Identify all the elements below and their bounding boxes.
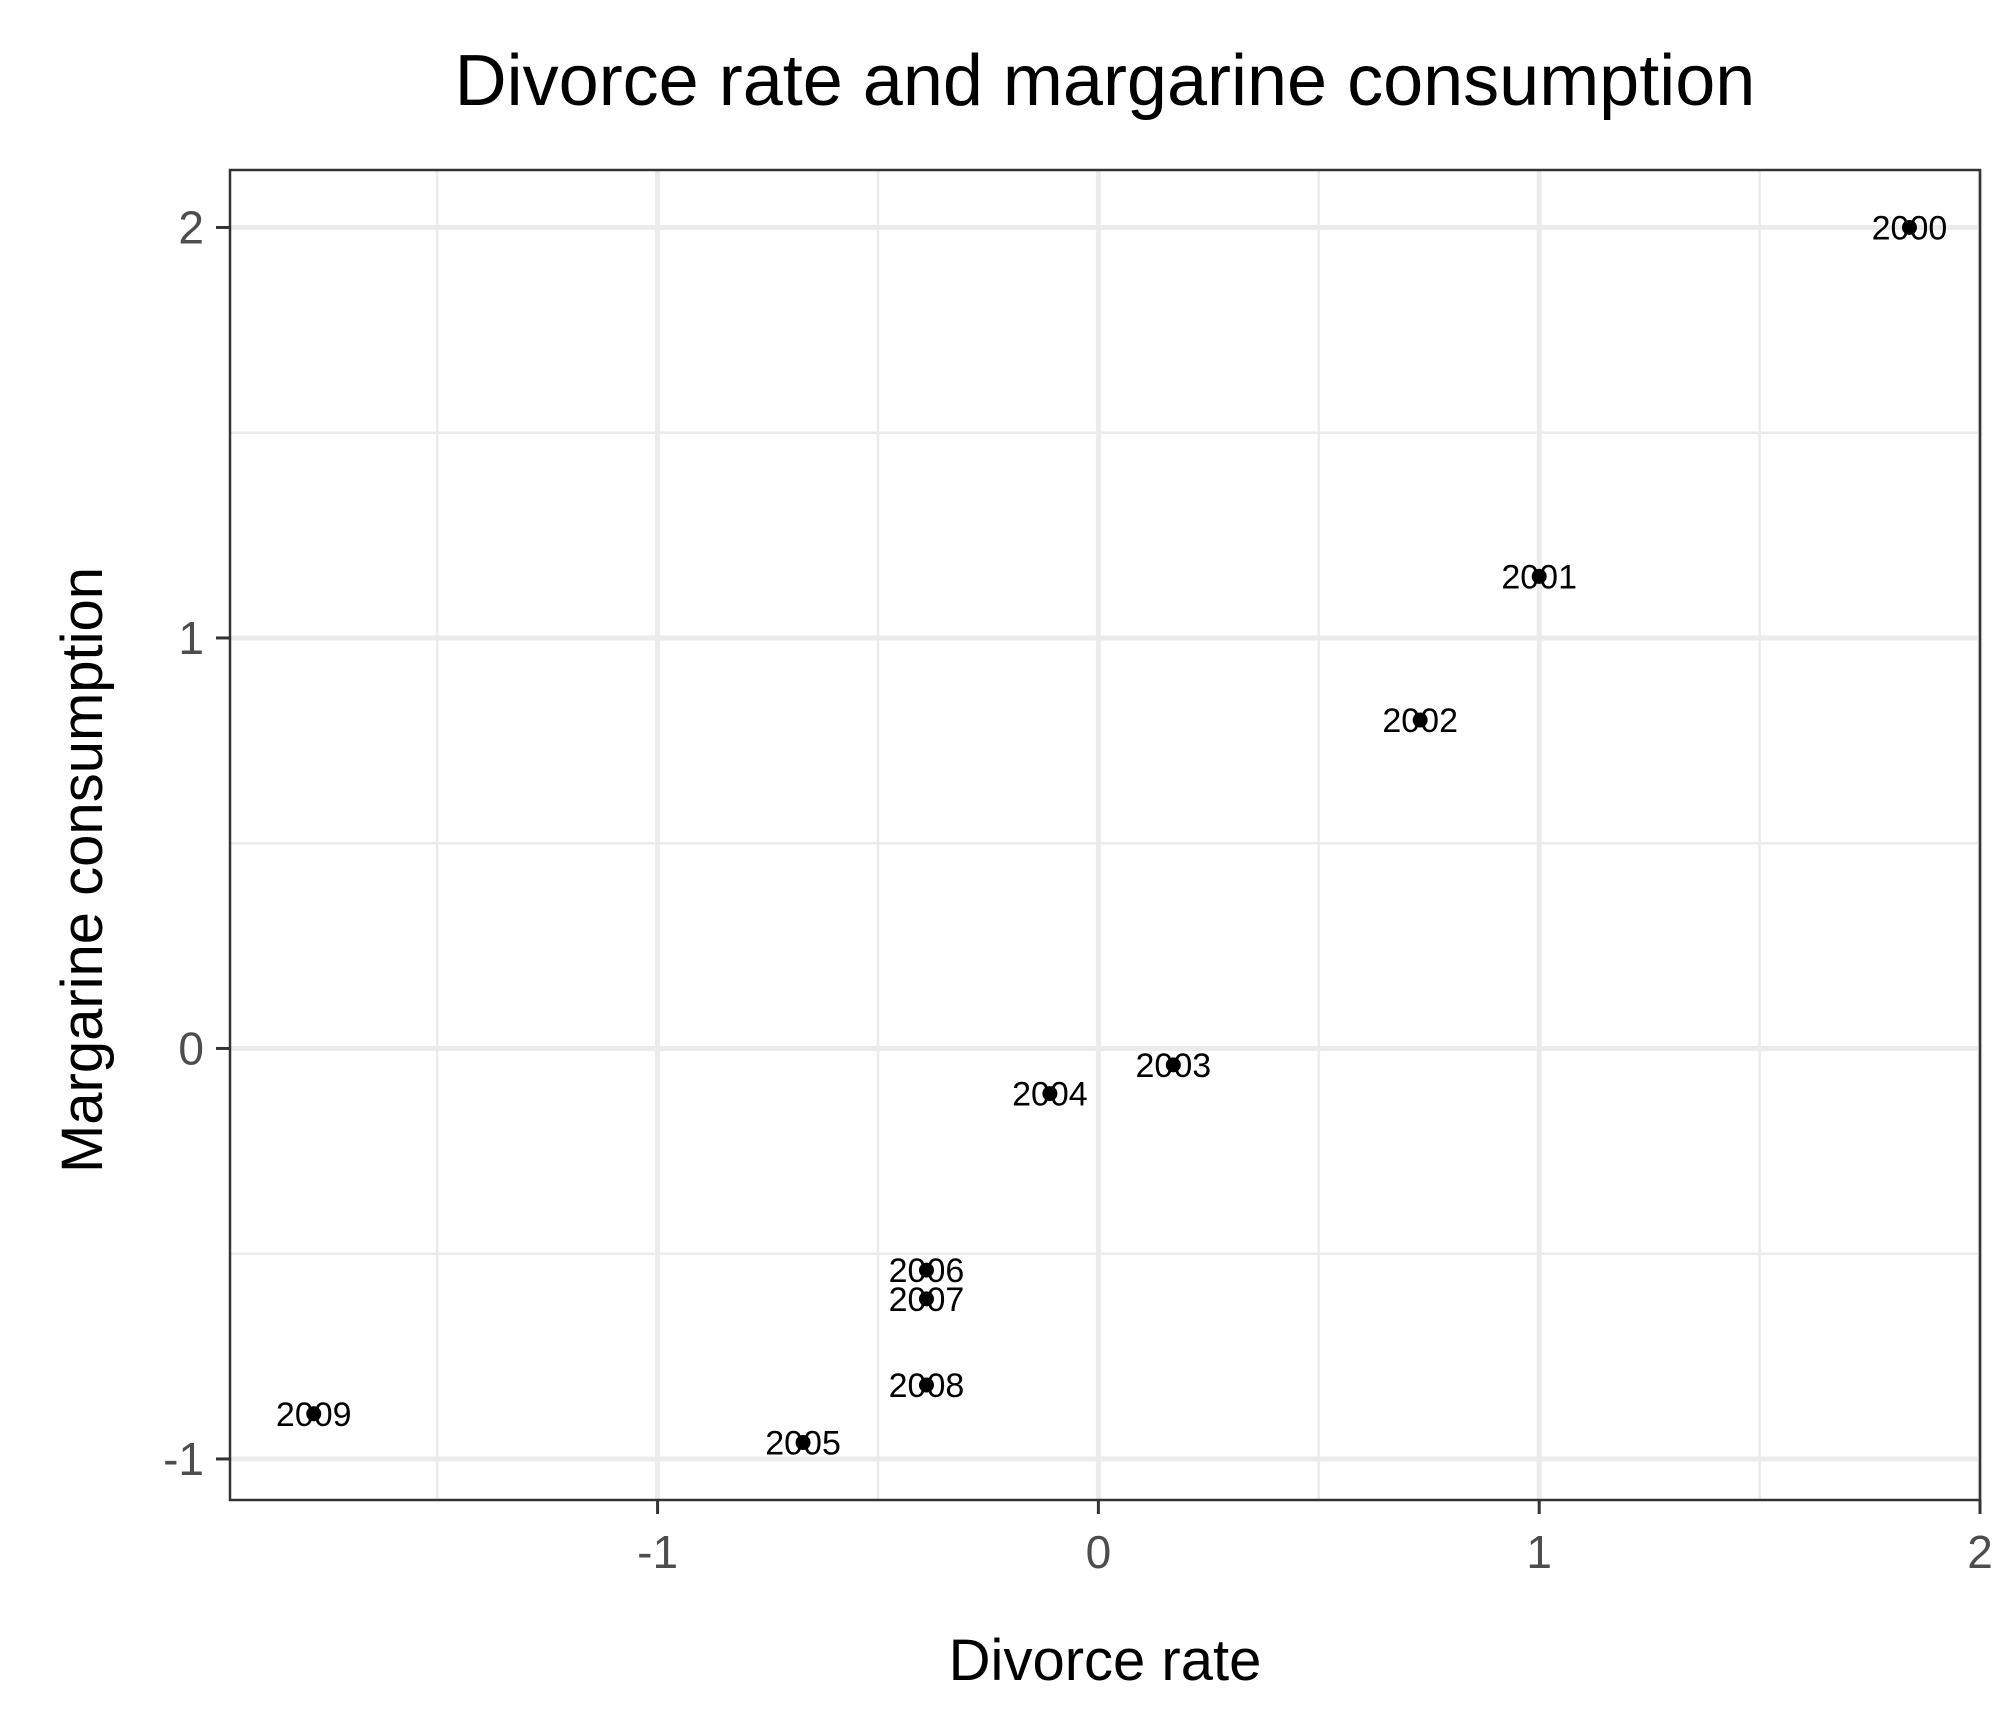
y-tick-label: 2 xyxy=(178,201,204,253)
data-point xyxy=(795,1435,811,1451)
data-point-label: 2004 xyxy=(1012,1076,1088,1114)
y-tick-label: -1 xyxy=(163,1433,204,1485)
data-point-label: 2000 xyxy=(1872,209,1948,247)
data-point xyxy=(1412,712,1428,728)
data-point xyxy=(918,1377,934,1393)
x-tick-label: 2 xyxy=(1967,1526,1993,1578)
data-point xyxy=(1901,219,1917,235)
data-point-label: 2002 xyxy=(1382,702,1458,740)
data-point-label: 2003 xyxy=(1136,1047,1212,1085)
data-point xyxy=(1531,568,1547,584)
x-axis-label: Divorce rate xyxy=(949,1628,1262,1693)
data-point xyxy=(1165,1057,1181,1073)
x-tick-label: 1 xyxy=(1526,1526,1552,1578)
y-tick-label: 1 xyxy=(178,612,204,664)
chart-title: Divorce rate and margarine consumption xyxy=(455,41,1756,121)
data-point xyxy=(918,1262,934,1278)
data-point-label: 2005 xyxy=(765,1425,841,1463)
data-point xyxy=(918,1291,934,1307)
data-point xyxy=(306,1406,322,1422)
x-tick-label: -1 xyxy=(637,1526,678,1578)
data-point-label: 2008 xyxy=(889,1367,965,1405)
panel-border xyxy=(228,168,1982,1502)
x-tick-label: 0 xyxy=(1086,1526,1112,1578)
data-point-label: 2007 xyxy=(889,1281,965,1319)
data-point xyxy=(1042,1086,1058,1102)
data-point-label: 2006 xyxy=(889,1252,965,1290)
data-point-label: 2009 xyxy=(276,1396,352,1434)
data-point-label: 2001 xyxy=(1501,558,1577,596)
y-tick-label: 0 xyxy=(178,1022,204,1074)
y-axis-label: Margarine consumption xyxy=(50,567,115,1173)
